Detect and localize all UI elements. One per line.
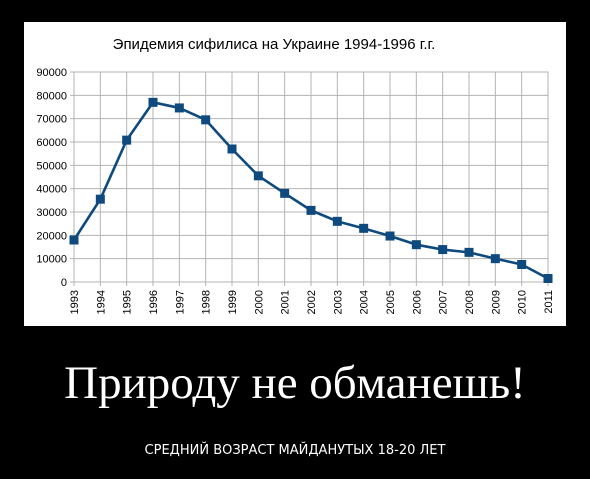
x-tick-label: 2009 (490, 290, 502, 314)
data-point (385, 231, 395, 241)
grid (73, 71, 549, 283)
x-tick-label: 2008 (464, 290, 476, 314)
x-tick-label: 1994 (95, 290, 107, 314)
y-tick-label: 90000 (36, 67, 67, 79)
y-tick-label: 80000 (36, 90, 67, 102)
x-tick-label: 1993 (69, 290, 81, 314)
x-tick-label: 1995 (122, 290, 134, 314)
x-tick-label: 2004 (359, 290, 371, 314)
data-point (280, 188, 290, 198)
plot-border (73, 71, 549, 283)
y-tick-label: 10000 (36, 254, 67, 266)
data-point (543, 274, 553, 283)
data-point (359, 223, 369, 233)
series-markers (69, 97, 553, 283)
x-tick-label: 2010 (517, 290, 529, 314)
data-point (174, 103, 184, 113)
data-point (517, 260, 527, 269)
x-tick-label: 1998 (201, 290, 213, 314)
x-tick-label: 2001 (280, 290, 292, 314)
data-point (69, 235, 79, 245)
x-tick-labels: 1993 1994 1995 1996 1997 1998 1999 2000 2001 2002… (69, 290, 555, 314)
x-tick-label: 2003 (332, 290, 344, 314)
y-tick-label: 70000 (36, 114, 67, 126)
x-tick-label: 2000 (253, 290, 265, 314)
chart-panel: Эпидемия сифилиса на Украине 1994-1996 г… (24, 22, 566, 326)
data-point (490, 254, 500, 264)
data-point (95, 194, 105, 204)
y-tick-labels: 0 10000 20000 30000 40000 50000 60000 70000 8000… (36, 67, 67, 289)
axes (70, 71, 549, 286)
data-point (122, 135, 132, 145)
data-point (306, 205, 316, 215)
data-point (148, 97, 158, 107)
data-point (332, 216, 342, 226)
chart-title: Эпидемия сифилиса на Украине 1994-1996 г… (113, 36, 436, 53)
y-tick-label: 50000 (36, 160, 67, 172)
poster-subline: СРЕДНИЙ ВОЗРАСТ МАЙДАНУТЫХ 18-20 ЛЕТ (144, 443, 446, 458)
data-point (227, 144, 237, 154)
data-point (464, 247, 474, 257)
y-tick-label: 40000 (36, 184, 67, 196)
x-tick-label: 2002 (306, 290, 318, 314)
y-tick-label: 0 (61, 277, 67, 289)
x-tick-label: 2005 (385, 290, 397, 314)
y-tick-label: 30000 (36, 207, 67, 219)
data-point (253, 171, 263, 181)
data-point (201, 115, 211, 125)
x-tick-label: 1999 (227, 290, 239, 314)
data-point (411, 240, 421, 250)
poster-headline: Природу не обманешь! (64, 357, 526, 409)
x-tick-label: 1997 (174, 290, 186, 314)
line-chart: Эпидемия сифилиса на Украине 1994-1996 г… (36, 36, 555, 314)
y-tick-label: 60000 (36, 137, 67, 149)
x-tick-label: 2011 (543, 290, 555, 314)
x-tick-label: 2007 (438, 290, 450, 314)
data-point (438, 245, 448, 255)
x-tick-label: 2006 (411, 290, 423, 314)
y-tick-label: 20000 (36, 230, 67, 242)
x-tick-label: 1996 (148, 290, 160, 314)
